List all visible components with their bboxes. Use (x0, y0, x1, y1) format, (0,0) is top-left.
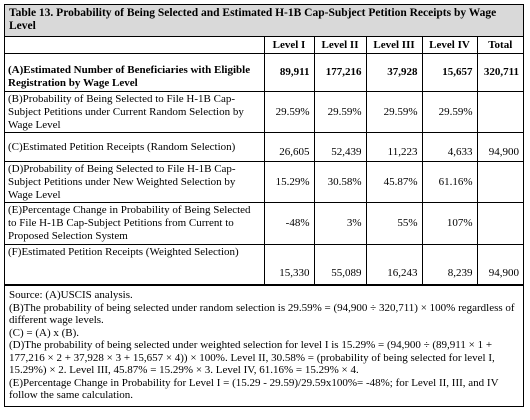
row-label: (B)Probability of Being Selected to File… (5, 91, 265, 133)
table-cell: 94,900 (476, 244, 523, 285)
table-cell: 15,330 (263, 244, 315, 285)
table-cell: 177,216 (313, 53, 367, 92)
header-cell-level-3: Level III (365, 37, 423, 54)
table-cell: 320,711 (476, 53, 523, 92)
table-row-b: (B)Probability of Being Selected to File… (5, 91, 523, 133)
row-label: (A)Estimated Number of Beneficiaries wit… (5, 53, 265, 92)
note-c: (C) = (A) x (B). (9, 326, 80, 339)
header-cell-total: Total (476, 37, 523, 54)
table-cell: 55,089 (313, 244, 367, 285)
data-table: Level I Level II Level III Level IV Tota… (5, 37, 523, 285)
source-notes: Source: (A)USCIS analysis. (B)The probab… (5, 285, 523, 406)
row-label: (E)Percentage Change in Probability of B… (5, 202, 265, 245)
note-e: (E)Percentage Change in Probability for … (9, 376, 499, 402)
table-row-c: (C)Estimated Petition Receipts (Random S… (5, 132, 523, 162)
table-cell: 107% (421, 202, 478, 245)
table-cell: 94,900 (476, 132, 523, 162)
table-cell: 61.16% (421, 161, 478, 203)
table-cell: 29.59% (365, 91, 423, 133)
table-row-a: (A)Estimated Number of Beneficiaries wit… (5, 53, 523, 92)
table-row-f: (F)Estimated Petition Receipts (Weighted… (5, 244, 523, 285)
table-cell: 37,928 (365, 53, 423, 92)
table-cell: 8,239 (421, 244, 478, 285)
row-label: (D)Probability of Being Selected to File… (5, 161, 265, 203)
row-label: (F)Estimated Petition Receipts (Weighted… (5, 244, 265, 285)
table-cell: 52,439 (313, 132, 367, 162)
source-note: Source: (A)USCIS analysis. (9, 289, 133, 301)
row-label: (C)Estimated Petition Receipts (Random S… (5, 132, 265, 162)
table-cell: 26,605 (263, 132, 315, 162)
table-cell: 11,223 (365, 132, 423, 162)
header-row: Level I Level II Level III Level IV Tota… (5, 37, 523, 54)
header-cell-level-1: Level I (263, 37, 315, 54)
table-cell: 15.29% (263, 161, 315, 203)
table-cell: 29.59% (313, 91, 367, 133)
table-row-e: (E)Percentage Change in Probability of B… (5, 202, 523, 245)
header-cell-level-2: Level II (313, 37, 367, 54)
note-b: (B)The probability of being selected und… (9, 301, 515, 327)
table-cell: 30.58% (313, 161, 367, 203)
table-cell: 3% (313, 202, 367, 245)
note-d: (D)The probability of being selected und… (9, 339, 495, 376)
table-cell: 55% (365, 202, 423, 245)
table-title: Table 13. Probability of Being Selected … (5, 5, 523, 37)
document-table-container: Table 13. Probability of Being Selected … (4, 4, 524, 407)
table-cell (476, 202, 523, 245)
header-cell-level-4: Level IV (421, 37, 478, 54)
table-cell: -48% (263, 202, 315, 245)
table-row-d: (D)Probability of Being Selected to File… (5, 161, 523, 203)
table-cell: 29.59% (263, 91, 315, 133)
table-cell: 15,657 (421, 53, 478, 92)
table-cell (476, 161, 523, 203)
table-cell: 45.87% (365, 161, 423, 203)
table-cell: 4,633 (421, 132, 478, 162)
header-cell-blank (5, 37, 265, 54)
table-cell: 89,911 (263, 53, 315, 92)
table-cell (476, 91, 523, 133)
table-cell: 29.59% (421, 91, 478, 133)
table-cell: 16,243 (365, 244, 423, 285)
